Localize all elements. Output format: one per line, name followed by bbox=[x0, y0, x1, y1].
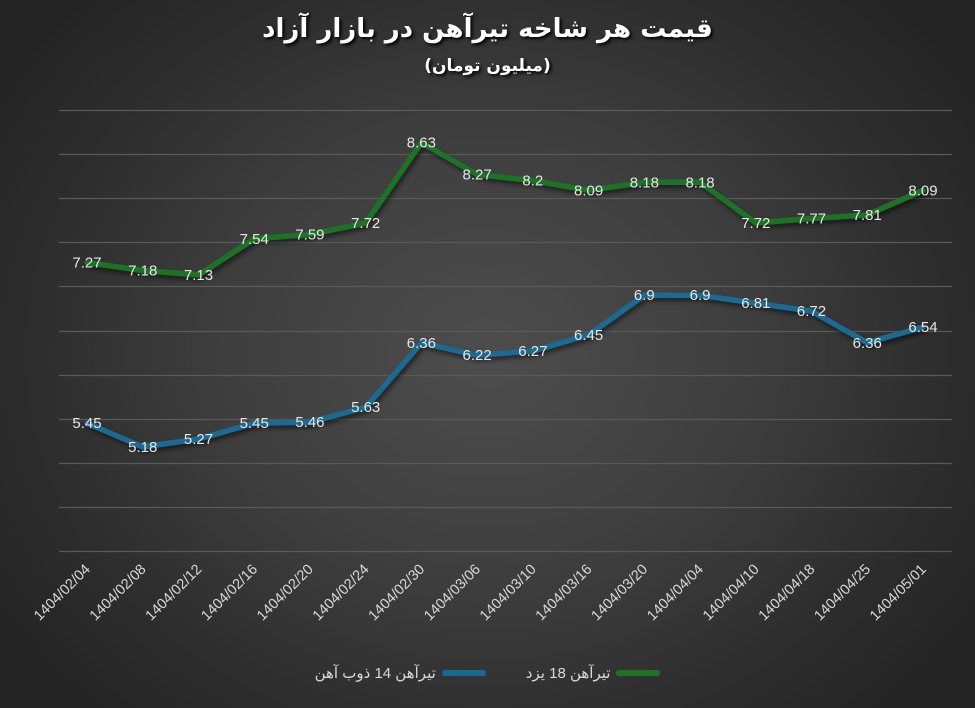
data-label: 5.46 bbox=[295, 414, 324, 431]
legend-label: تیرآهن 14 ذوب آهن bbox=[314, 665, 436, 682]
chart-subtitle: (میلیون تومان) bbox=[424, 56, 551, 76]
legend-label: تیرآهن 18 یزد bbox=[525, 665, 611, 682]
series-line-2 bbox=[84, 292, 926, 450]
data-label: 6.36 bbox=[853, 335, 882, 352]
data-label: 5.18 bbox=[128, 439, 157, 456]
data-label: 8.63 bbox=[407, 135, 436, 152]
legend: تیرآهن 18 یزد تیرآهن 14 ذوب آهن bbox=[0, 664, 975, 682]
data-label: 7.13 bbox=[184, 267, 213, 284]
data-label: 6.54 bbox=[908, 319, 937, 336]
data-label: 8.2 bbox=[522, 173, 543, 190]
data-label: 6.72 bbox=[797, 303, 826, 320]
data-label: 8.09 bbox=[908, 182, 937, 199]
data-label: 6.27 bbox=[518, 343, 547, 360]
x-tick-label: 1404/02/12 bbox=[143, 562, 206, 625]
legend-swatch-blue bbox=[441, 670, 486, 676]
x-tick-label: 1404/02/16 bbox=[198, 562, 261, 625]
data-label: 8.18 bbox=[685, 174, 714, 191]
x-axis-labels: 1404/02/041404/02/081404/02/121404/02/16… bbox=[31, 562, 930, 625]
series-lines bbox=[84, 139, 926, 450]
data-label: 6.45 bbox=[574, 327, 603, 344]
data-label: 7.54 bbox=[240, 231, 269, 248]
data-label: 6.81 bbox=[741, 295, 770, 312]
legend-item-series-1: تیرآهن 18 یزد bbox=[526, 664, 661, 682]
x-tick-label: 1404/03/06 bbox=[421, 562, 484, 625]
data-label: 7.77 bbox=[797, 210, 826, 227]
data-label: 6.9 bbox=[634, 287, 655, 304]
data-label: 6.36 bbox=[407, 335, 436, 352]
data-label: 5.27 bbox=[184, 431, 213, 448]
legend-swatch-green bbox=[616, 670, 661, 676]
data-label: 6.22 bbox=[463, 347, 492, 364]
x-tick-label: 1404/04/18 bbox=[756, 562, 819, 625]
x-tick-label: 1404/02/20 bbox=[254, 562, 317, 625]
legend-item-series-2: تیرآهن 14 ذوب آهن bbox=[315, 664, 486, 682]
data-label: 5.63 bbox=[351, 399, 380, 416]
data-label: 6.9 bbox=[690, 287, 711, 304]
data-label: 7.72 bbox=[351, 215, 380, 232]
data-label: 5.45 bbox=[72, 415, 101, 432]
x-tick-label: 1404/04/04 bbox=[644, 562, 707, 625]
data-label: 7.81 bbox=[853, 207, 882, 224]
chart-title: قیمت هر شاخه تیرآهن در بازار آزاد bbox=[262, 14, 713, 44]
data-label: 8.27 bbox=[463, 166, 492, 183]
data-label: 7.72 bbox=[741, 215, 770, 232]
data-label: 8.09 bbox=[574, 182, 603, 199]
x-tick-label: 1404/03/16 bbox=[533, 562, 596, 625]
data-label: 5.45 bbox=[240, 415, 269, 432]
series-line-1 bbox=[84, 139, 926, 278]
x-tick-label: 1404/03/10 bbox=[477, 562, 540, 625]
data-label: 8.18 bbox=[630, 174, 659, 191]
data-label: 7.59 bbox=[295, 226, 324, 243]
gridlines bbox=[59, 109, 952, 553]
data-labels: 7.27 7.18 7.13 7.54 7.59 7.72 8.63 8.27 8.2 8.09 8… bbox=[72, 135, 937, 456]
x-tick-label: 1404/02/04 bbox=[31, 562, 94, 625]
x-tick-label: 1404/02/30 bbox=[366, 562, 429, 625]
x-tick-label: 1404/05/01 bbox=[867, 562, 930, 625]
x-tick-label: 1404/02/24 bbox=[310, 562, 373, 625]
x-tick-label: 1404/03/20 bbox=[589, 562, 652, 625]
x-tick-label: 1404/04/10 bbox=[700, 562, 763, 625]
x-tick-label: 1404/04/25 bbox=[811, 562, 874, 625]
data-label: 7.27 bbox=[72, 255, 101, 272]
x-tick-label: 1404/02/08 bbox=[87, 562, 150, 625]
data-label: 7.18 bbox=[128, 263, 157, 280]
